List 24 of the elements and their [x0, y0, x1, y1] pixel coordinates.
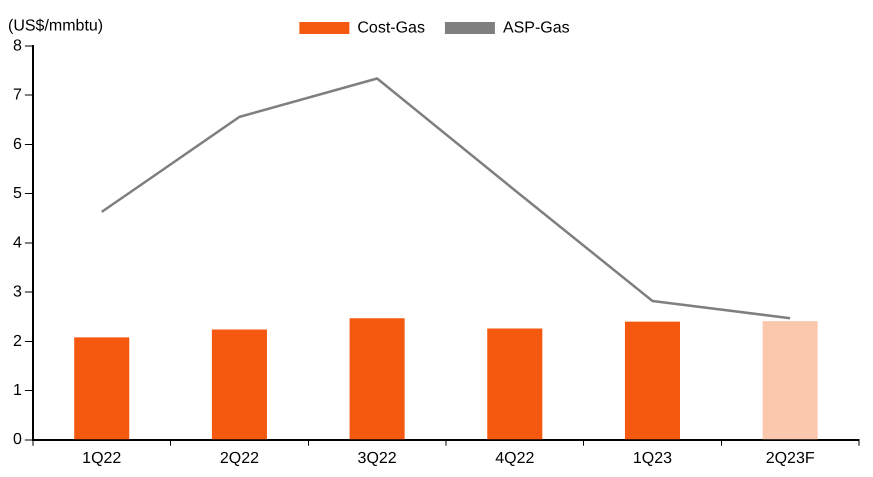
y-tick-label: 8: [12, 37, 22, 54]
bar: [762, 321, 818, 440]
bar: [487, 328, 542, 440]
y-tick-label: 0: [12, 431, 22, 448]
bar: [212, 330, 267, 440]
y-tick-label: 2: [12, 332, 22, 350]
bar: [74, 337, 130, 440]
legend-label: ASP-Gas: [502, 19, 570, 36]
legend-label: Cost-Gas: [357, 19, 425, 36]
bar: [350, 318, 405, 440]
x-tick-label: 4Q22: [495, 450, 534, 467]
x-tick-label: 1Q22: [82, 450, 122, 467]
x-tick-label: 2Q22: [220, 450, 260, 467]
y-axis-title: (US$/mmbtu): [8, 17, 104, 34]
y-tick-label: 1: [12, 382, 22, 399]
y-tick-label: 3: [12, 284, 22, 301]
y-tick-label: 7: [12, 86, 22, 104]
y-tick-label: 6: [12, 136, 22, 153]
x-tick-label: 2Q23F: [766, 450, 815, 467]
bar: [624, 322, 680, 440]
y-tick-label: 4: [12, 234, 22, 252]
x-tick-label: 1Q23: [632, 450, 672, 467]
x-tick-label: 3Q22: [358, 450, 397, 467]
y-tick-label: 5: [12, 185, 22, 202]
